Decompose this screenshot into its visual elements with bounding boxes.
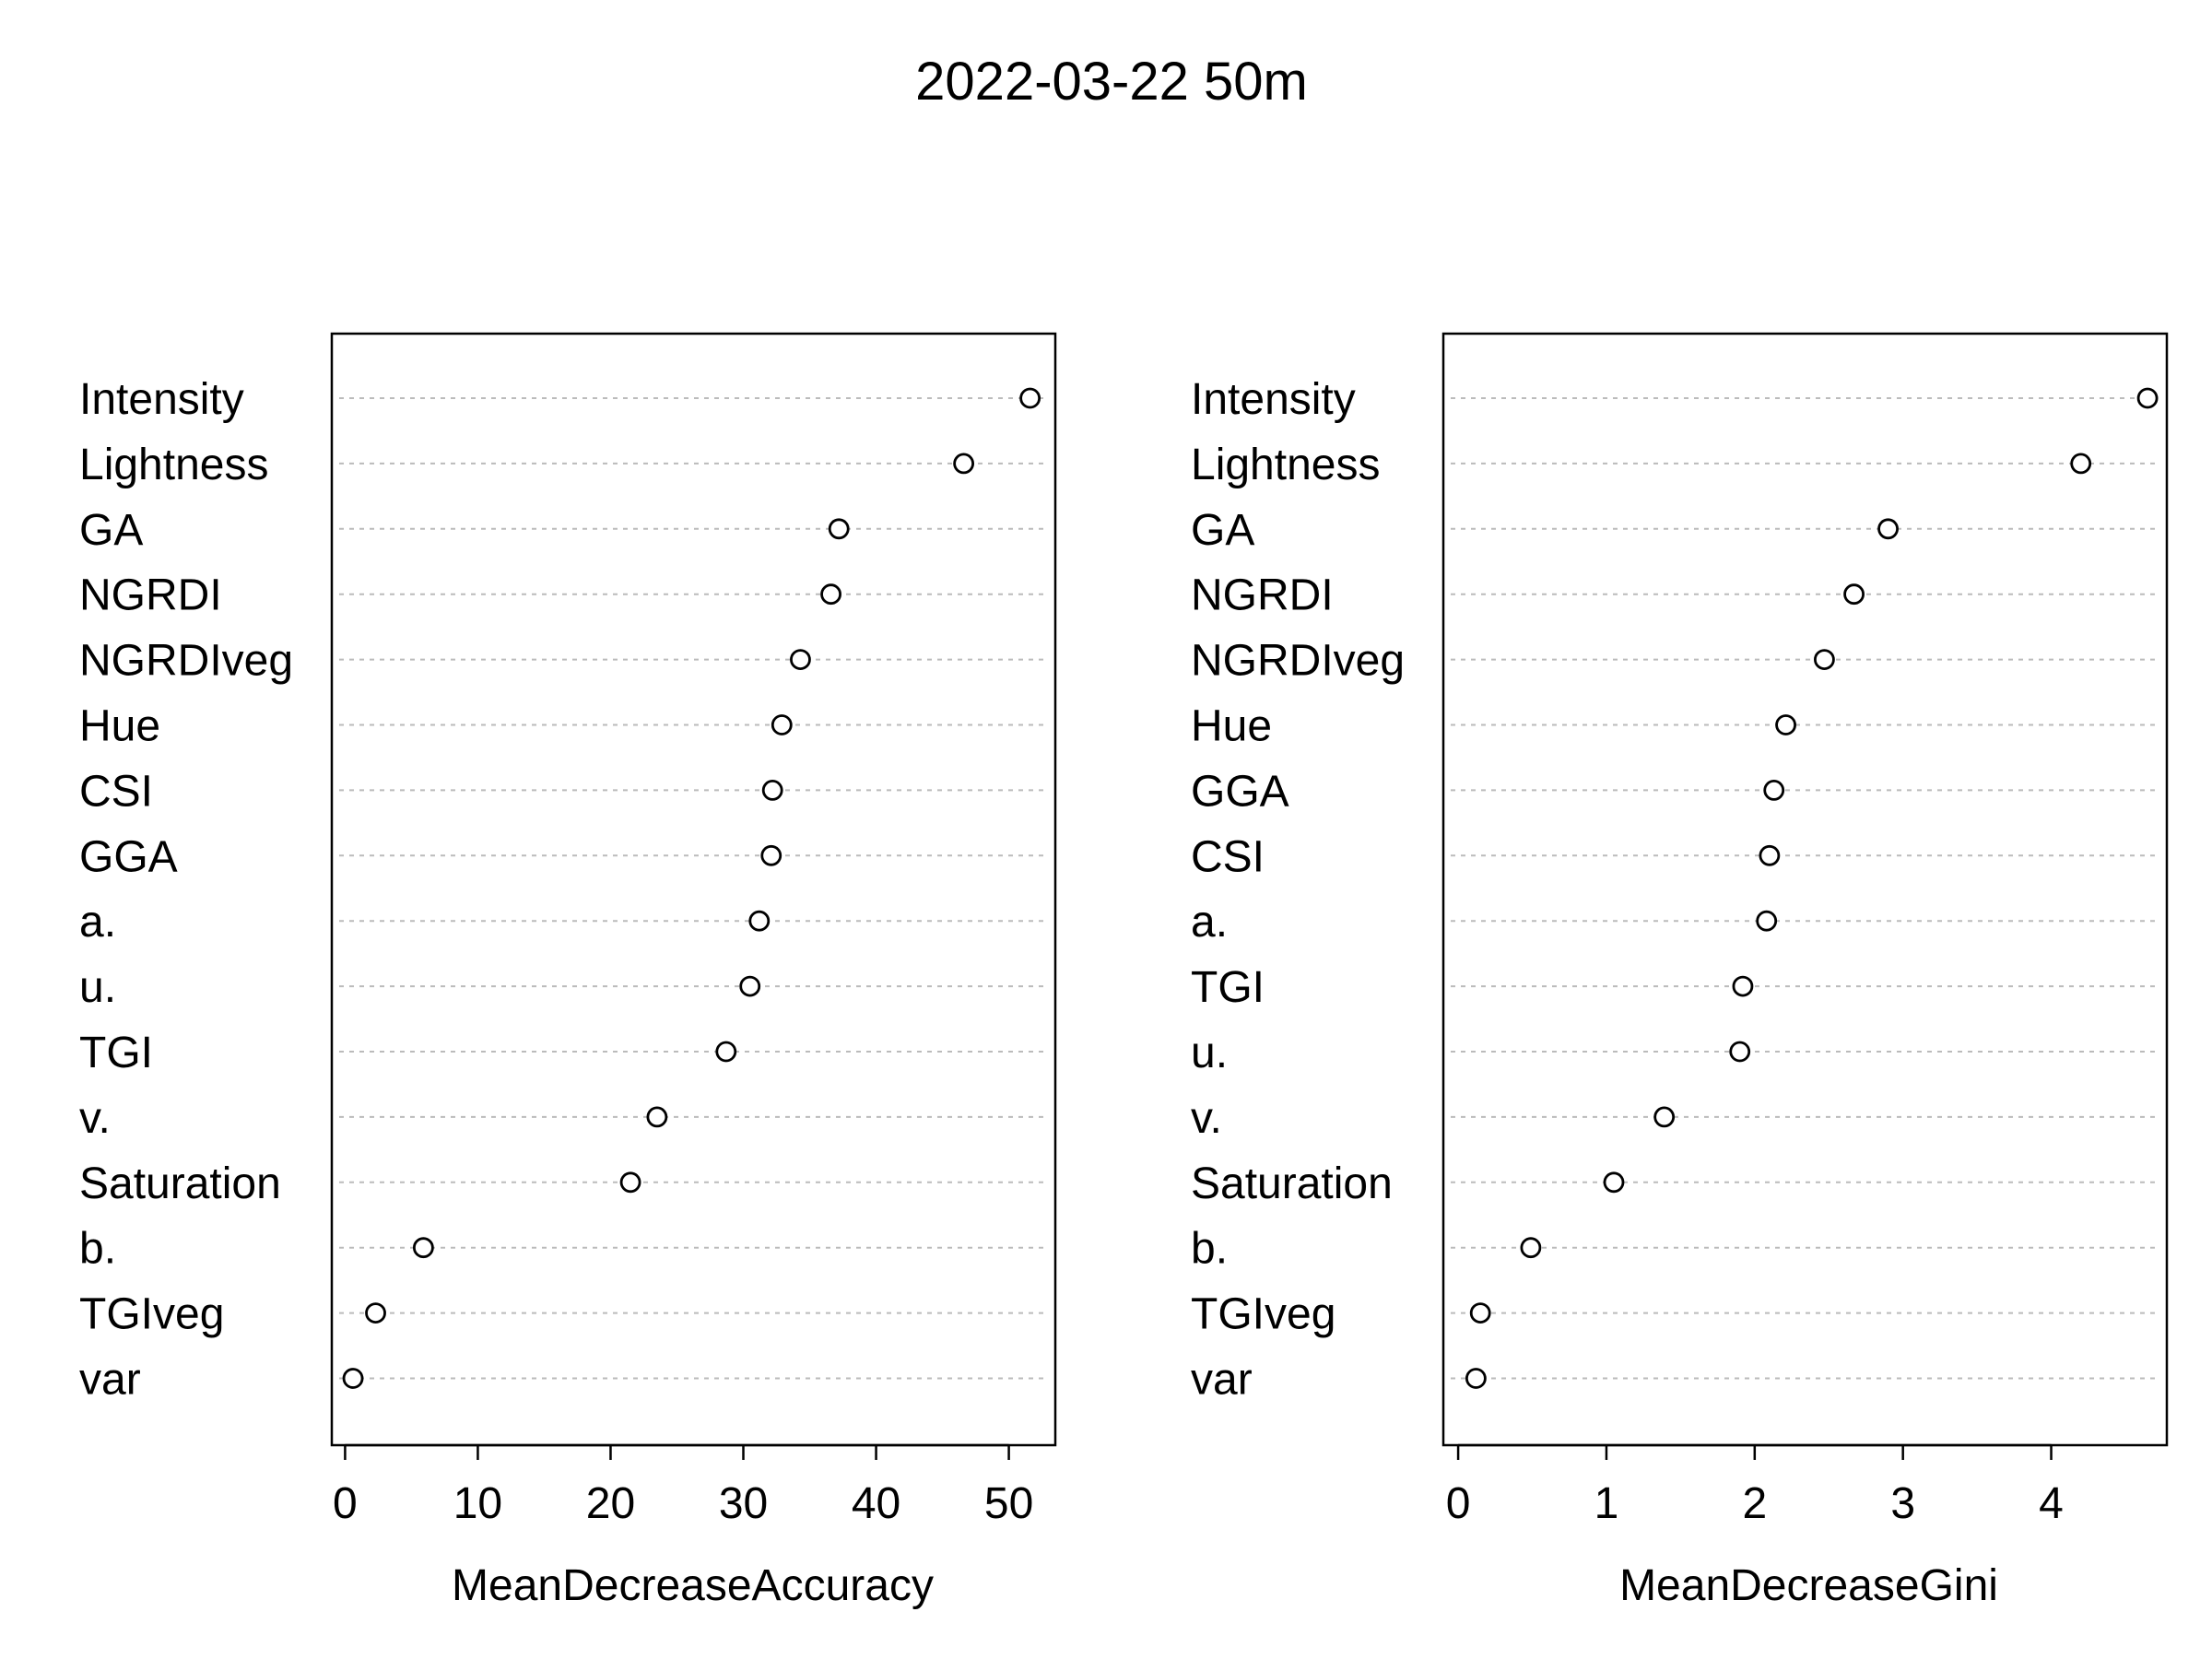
gini-plot-frame xyxy=(1441,332,2169,1447)
gini-variable-label: NGRDI xyxy=(1191,571,1334,620)
gini-x-tick-label: 2 xyxy=(1742,1479,1767,1528)
accuracy-point xyxy=(761,780,783,801)
gini-x-tick-label: 3 xyxy=(1890,1479,1915,1528)
accuracy-x-tick-label: 40 xyxy=(852,1479,900,1528)
gini-x-tick-label: 1 xyxy=(1594,1479,1619,1528)
accuracy-variable-label: Lightness xyxy=(79,441,268,489)
gini-panel: Intensity Lightness GA NGRDI NGRDIveg Hue GGA C… xyxy=(1191,332,2169,1610)
accuracy-variable-label: CSI xyxy=(79,767,153,816)
accuracy-point xyxy=(790,649,811,670)
accuracy-point xyxy=(715,1041,737,1063)
gini-variable-label: GGA xyxy=(1191,767,1289,816)
accuracy-variable-label: Hue xyxy=(79,702,160,751)
gini-variable-label: NGRDIveg xyxy=(1191,637,1405,686)
gini-point xyxy=(2070,453,2092,475)
gini-point xyxy=(1756,910,1778,932)
gini-point xyxy=(1603,1171,1625,1194)
accuracy-point xyxy=(412,1237,434,1259)
gini-x-tick-label: 4 xyxy=(2039,1479,2064,1528)
gini-variable-label: v. xyxy=(1191,1094,1222,1143)
gini-point xyxy=(1759,844,1781,866)
accuracy-x-tick-label: 50 xyxy=(984,1479,1033,1528)
gini-point xyxy=(1877,518,1899,540)
accuracy-point xyxy=(953,453,975,475)
accuracy-variable-label: b. xyxy=(79,1225,116,1274)
accuracy-x-tick-label: 10 xyxy=(453,1479,502,1528)
accuracy-point xyxy=(619,1171,641,1194)
accuracy-point xyxy=(760,844,782,866)
accuracy-variable-label: v. xyxy=(79,1094,111,1143)
gini-variable-label: TGIveg xyxy=(1191,1290,1335,1339)
accuracy-point xyxy=(820,583,841,606)
accuracy-variable-label: Intensity xyxy=(79,375,244,424)
gini-variable-label: Hue xyxy=(1191,702,1272,751)
gini-variable-label: CSI xyxy=(1191,832,1265,881)
accuracy-x-axis-label: MeanDecreaseAccuracy xyxy=(452,1561,934,1610)
accuracy-point xyxy=(828,518,850,540)
gini-variable-label: Intensity xyxy=(1191,375,1356,424)
accuracy-point xyxy=(771,714,793,735)
gini-variable-label: var xyxy=(1191,1356,1253,1405)
accuracy-x-tick-label: 0 xyxy=(333,1479,358,1528)
accuracy-point xyxy=(748,910,771,932)
accuracy-x-tick-label: 20 xyxy=(586,1479,635,1528)
accuracy-x-tick-label: 30 xyxy=(719,1479,768,1528)
gini-point xyxy=(1732,975,1754,997)
gini-variable-label: b. xyxy=(1191,1225,1228,1274)
accuracy-point xyxy=(739,975,761,997)
accuracy-variable-label: TGIveg xyxy=(79,1290,224,1339)
gini-point xyxy=(1465,1368,1487,1389)
gini-point xyxy=(1763,780,1785,801)
accuracy-variable-label: a. xyxy=(79,898,116,947)
accuracy-panel: Intensity Lightness GA NGRDI NGRDIveg Hue CSI G… xyxy=(79,332,1057,1610)
gini-variable-label: Lightness xyxy=(1191,441,1380,489)
accuracy-point xyxy=(1019,387,1041,409)
gini-point xyxy=(1843,583,1865,606)
accuracy-point xyxy=(365,1302,386,1324)
gini-x-axis-label: MeanDecreaseGini xyxy=(1619,1561,1998,1610)
gini-point xyxy=(1729,1041,1751,1063)
gini-variable-label: u. xyxy=(1191,1029,1228,1077)
gini-point xyxy=(2136,387,2159,409)
accuracy-variable-label: Saturation xyxy=(79,1159,281,1208)
gini-variable-label: a. xyxy=(1191,898,1228,947)
gini-point xyxy=(1775,714,1796,735)
accuracy-variable-label: NGRDIveg xyxy=(79,637,293,686)
gini-variable-label: GA xyxy=(1191,506,1254,555)
accuracy-variable-label: var xyxy=(79,1356,141,1405)
gini-point xyxy=(1653,1106,1676,1128)
gini-point xyxy=(1520,1237,1542,1259)
accuracy-variable-label: GGA xyxy=(79,832,178,881)
accuracy-variable-label: u. xyxy=(79,963,116,1012)
gini-x-tick-label: 0 xyxy=(1446,1479,1471,1528)
accuracy-point xyxy=(646,1106,668,1128)
figure-title: 2022-03-22 50m xyxy=(915,52,1308,112)
accuracy-variable-label: GA xyxy=(79,506,143,555)
accuracy-variable-label: TGI xyxy=(79,1029,153,1077)
accuracy-variable-label: NGRDI xyxy=(79,571,222,620)
gini-variable-label: TGI xyxy=(1191,963,1265,1012)
accuracy-plot-frame xyxy=(330,332,1057,1447)
gini-point xyxy=(1469,1302,1491,1324)
accuracy-point xyxy=(342,1368,364,1389)
gini-point xyxy=(1814,649,1835,670)
gini-variable-label: Saturation xyxy=(1191,1159,1393,1208)
